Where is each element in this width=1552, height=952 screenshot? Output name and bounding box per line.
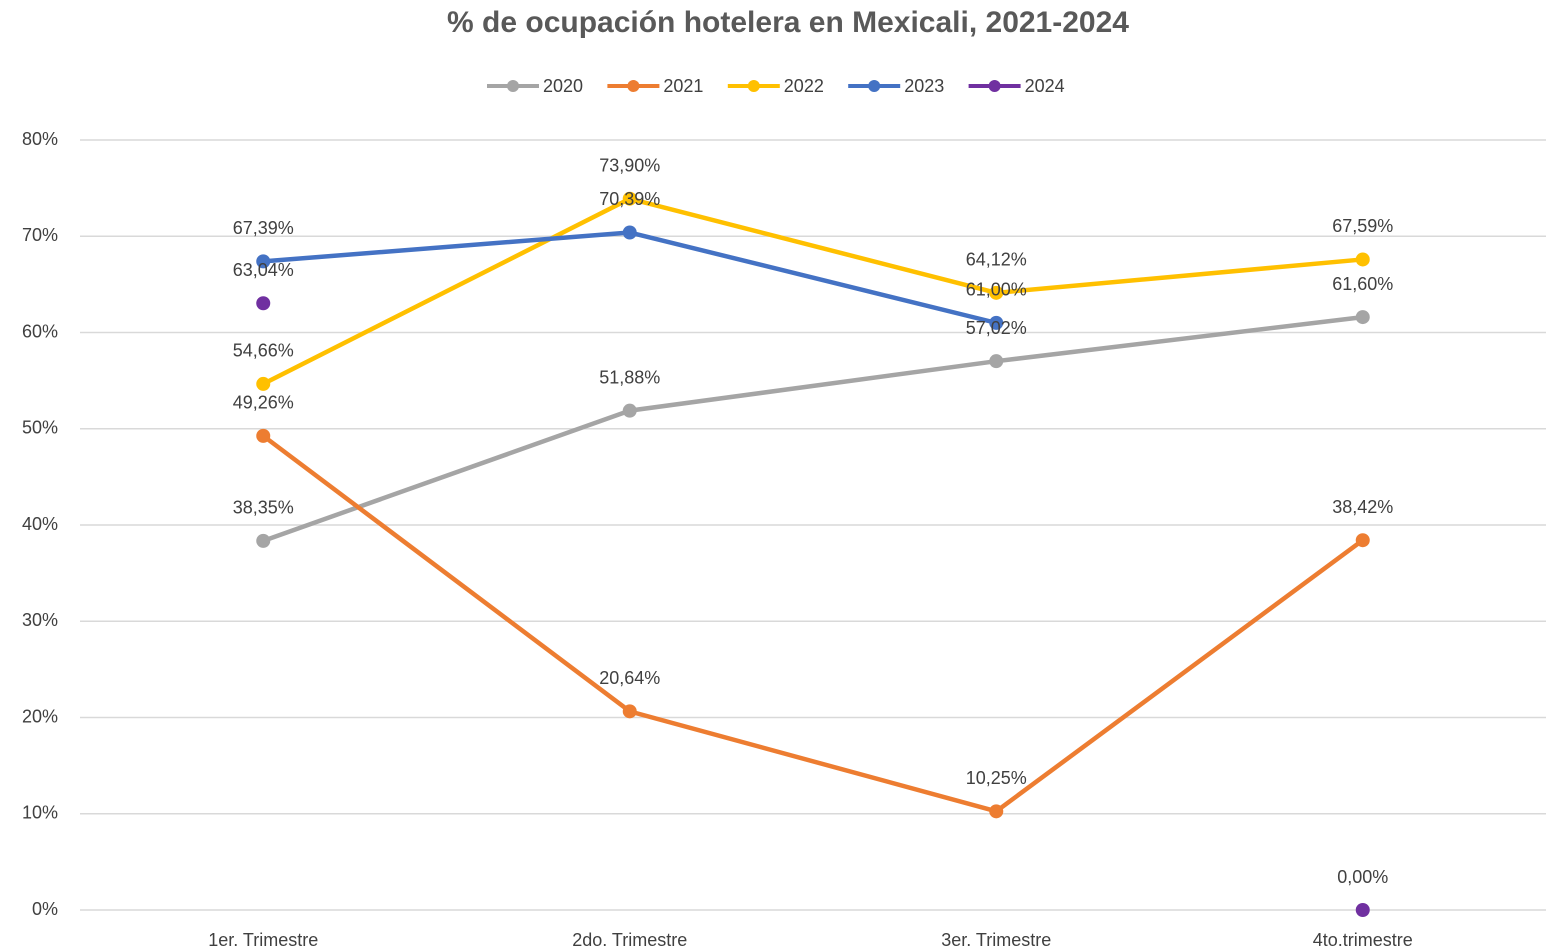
legend-label: 2020 bbox=[543, 76, 583, 96]
data-label: 38,42% bbox=[1332, 497, 1393, 517]
data-point bbox=[256, 533, 271, 548]
y-tick-label: 70% bbox=[22, 225, 58, 245]
data-label: 67,59% bbox=[1332, 216, 1393, 236]
data-point bbox=[256, 376, 271, 391]
data-point bbox=[1355, 533, 1370, 548]
data-point bbox=[256, 428, 271, 443]
data-label: 0,00% bbox=[1337, 867, 1388, 887]
data-label: 51,88% bbox=[599, 367, 660, 387]
legend-label: 2022 bbox=[784, 76, 824, 96]
x-tick-label: 1er. Trimestre bbox=[208, 930, 318, 950]
data-point bbox=[989, 804, 1004, 819]
y-tick-label: 0% bbox=[32, 899, 58, 919]
legend-marker bbox=[988, 80, 1001, 92]
data-point bbox=[622, 225, 637, 240]
legend-label: 2024 bbox=[1025, 76, 1065, 96]
series-line bbox=[263, 230, 997, 326]
data-point bbox=[256, 296, 271, 311]
y-tick-label: 60% bbox=[22, 321, 58, 341]
legend-marker bbox=[627, 80, 640, 92]
legend-label: 2021 bbox=[663, 76, 703, 96]
x-tick-label: 4to.trimestre bbox=[1313, 930, 1413, 950]
data-label: 38,35% bbox=[233, 498, 294, 518]
chart-title: % de ocupación hotelera en Mexicali, 202… bbox=[447, 6, 1129, 39]
data-label: 57,02% bbox=[966, 318, 1027, 338]
legend-marker bbox=[507, 80, 519, 92]
series-line bbox=[262, 314, 1364, 544]
y-tick-label: 50% bbox=[22, 418, 58, 438]
data-label: 61,60% bbox=[1332, 274, 1393, 294]
data-label: 63,04% bbox=[233, 260, 294, 280]
data-point bbox=[989, 315, 1004, 330]
data-label: 49,26% bbox=[233, 393, 294, 413]
data-label: 20,64% bbox=[599, 668, 660, 688]
series-line bbox=[262, 196, 1363, 386]
data-label: 64,12% bbox=[966, 250, 1027, 270]
y-tick-label: 10% bbox=[22, 803, 58, 823]
legend-label: 2023 bbox=[904, 76, 944, 96]
data-point bbox=[622, 191, 637, 206]
legend-marker bbox=[747, 80, 760, 92]
y-tick-label: 40% bbox=[22, 514, 58, 534]
data-point bbox=[1355, 903, 1370, 917]
data-point bbox=[1355, 252, 1370, 267]
data-label: 67,39% bbox=[233, 218, 294, 238]
data-point bbox=[989, 285, 1004, 300]
data-point bbox=[1355, 310, 1370, 325]
y-tick-label: 20% bbox=[22, 706, 58, 726]
data-label: 54,66% bbox=[233, 341, 294, 361]
y-tick-label: 30% bbox=[22, 610, 58, 630]
data-label: 70,39% bbox=[599, 189, 660, 209]
x-tick-label: 2do. Trimestre bbox=[572, 930, 687, 950]
data-point bbox=[622, 403, 637, 418]
x-tick-label: 3er. Trimestre bbox=[941, 930, 1051, 950]
y-tick-label: 80% bbox=[22, 129, 58, 149]
series-line bbox=[261, 434, 1365, 814]
data-label: 10,25% bbox=[966, 768, 1027, 788]
legend-marker bbox=[868, 80, 881, 92]
data-point bbox=[989, 354, 1004, 369]
data-point bbox=[256, 254, 271, 269]
data-point bbox=[622, 704, 637, 719]
data-label: 73,90% bbox=[599, 155, 660, 175]
data-label: 61,00% bbox=[966, 280, 1027, 300]
